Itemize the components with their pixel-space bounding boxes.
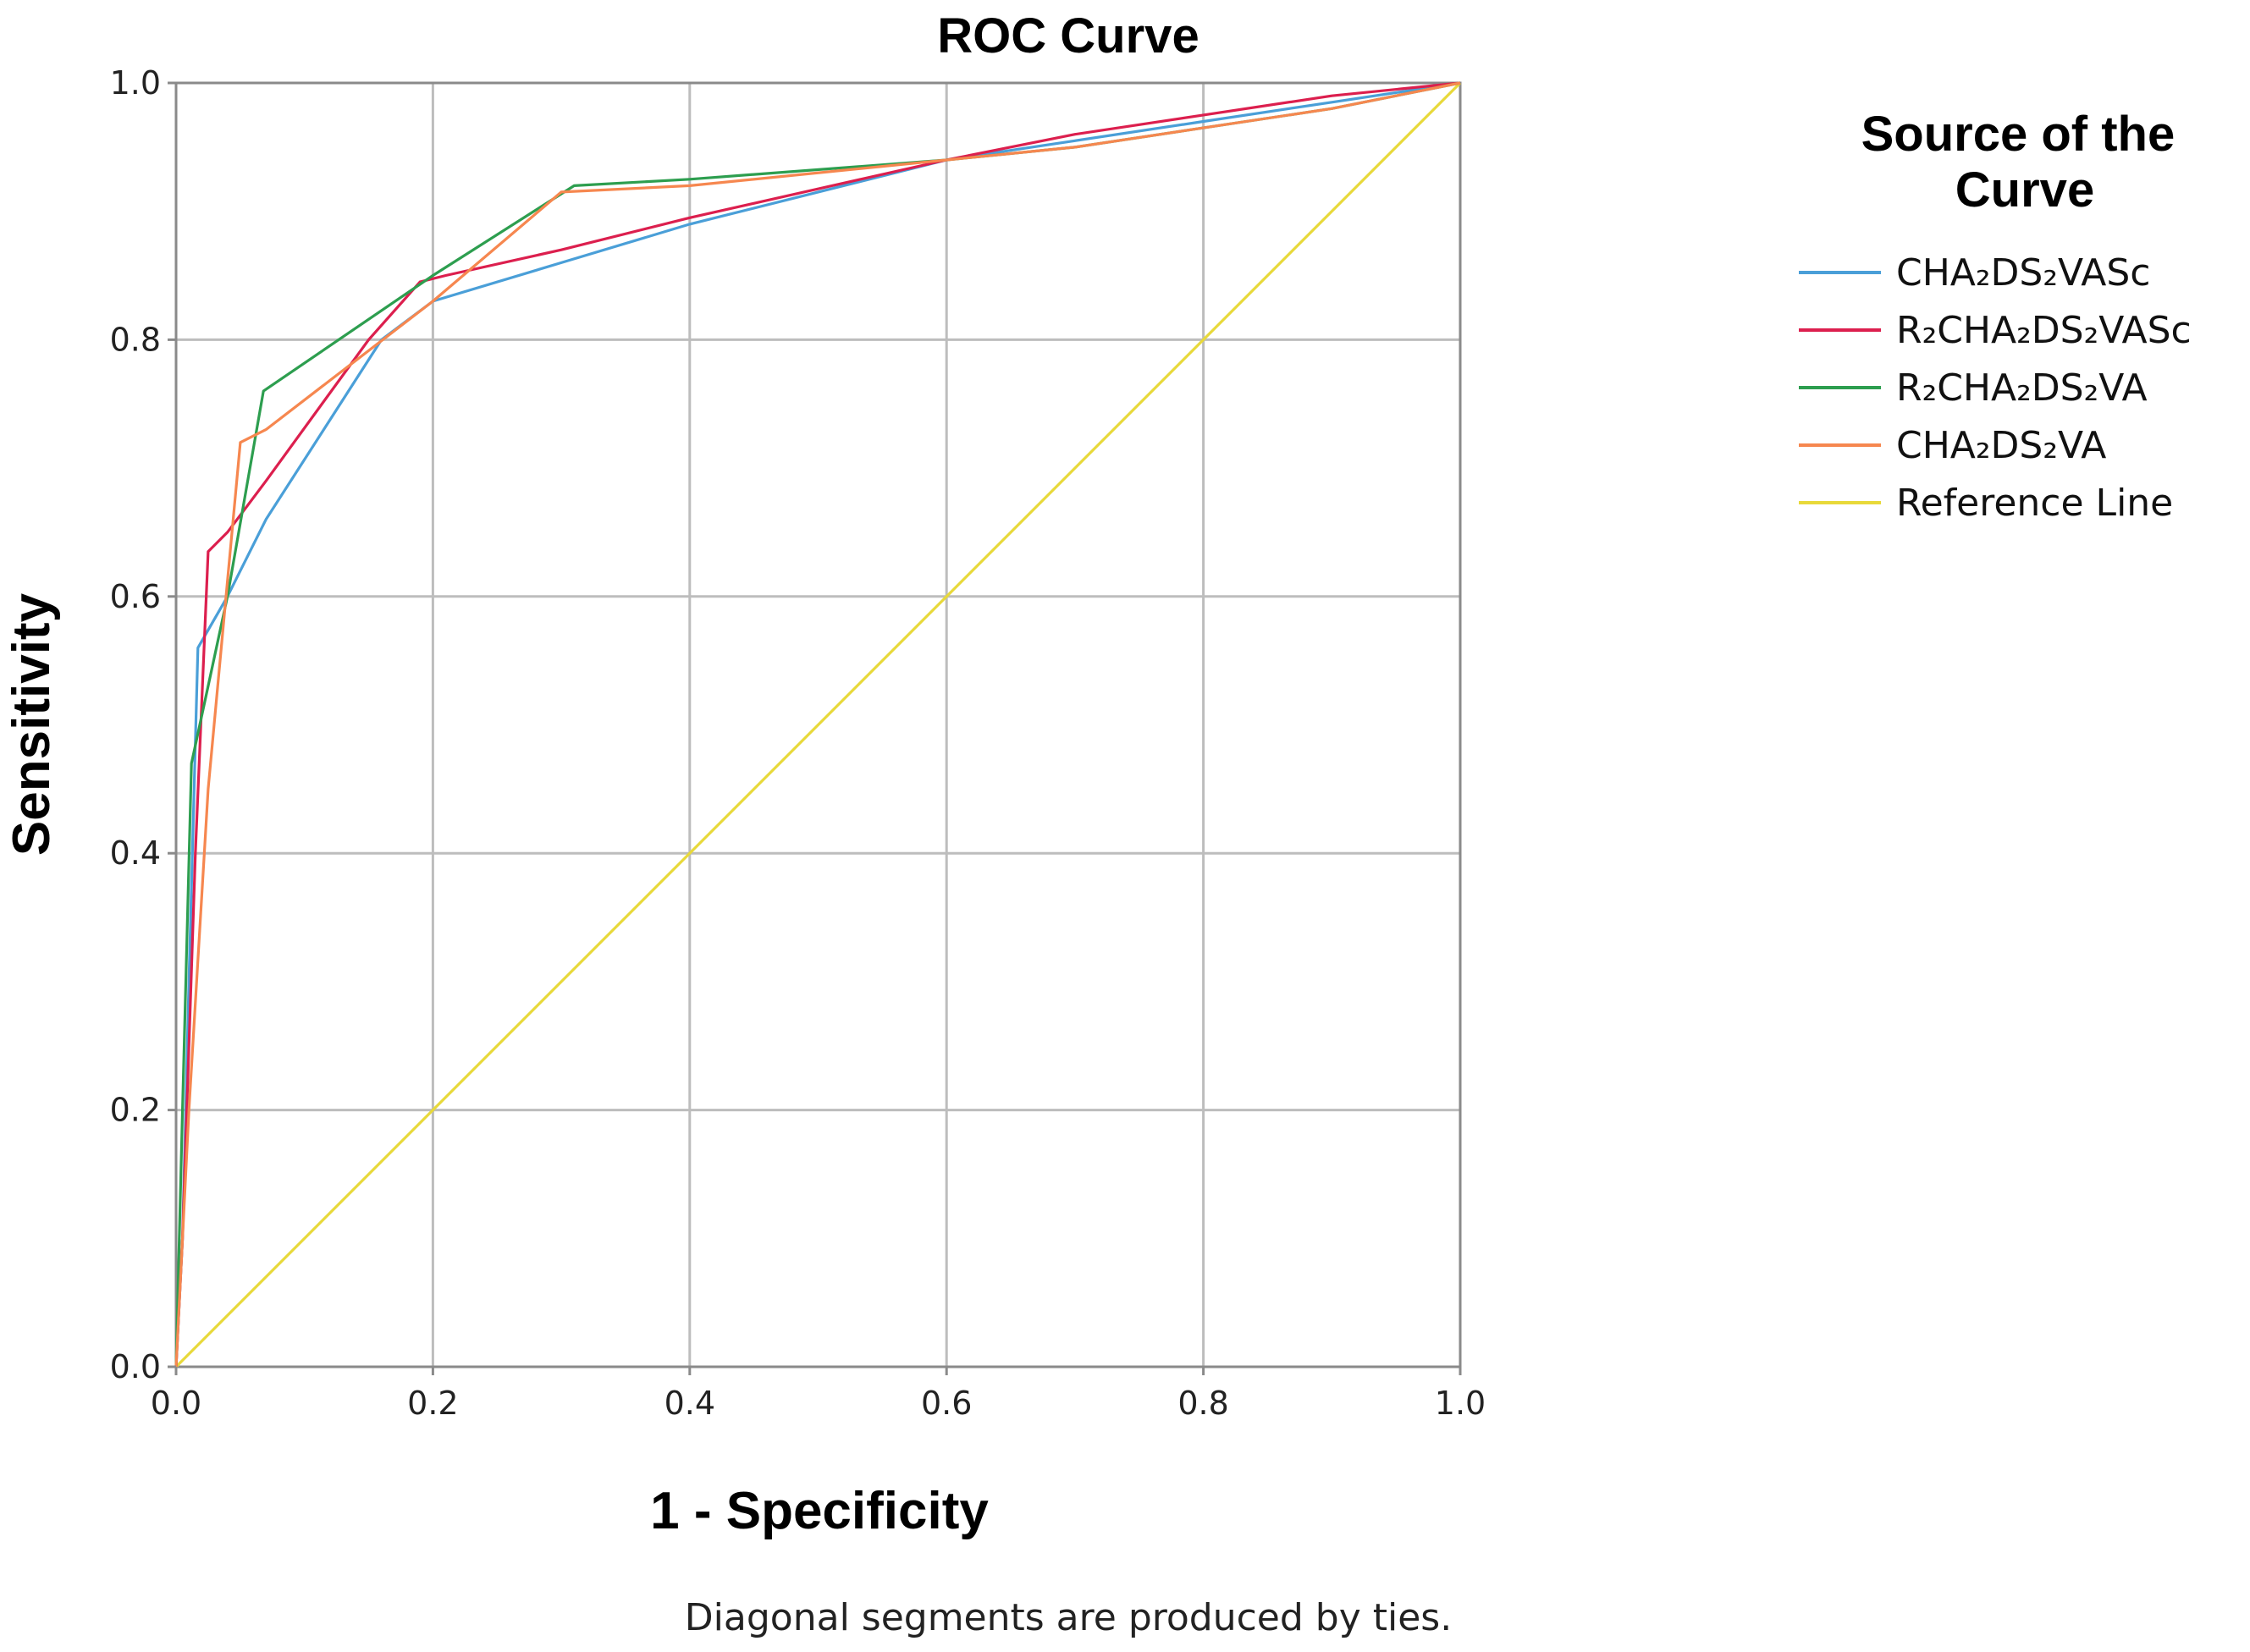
legend-title-line-2: Curve: [1955, 162, 2094, 218]
y-axis-title: Sensitivity: [3, 592, 61, 856]
series-line-r2cha2ds2vasc: [174, 81, 1461, 1368]
legend-label-reference-line: Reference Line: [1896, 482, 2173, 525]
x-tick-label-5: 1.0: [1435, 1385, 1486, 1422]
x-tick-label-0: 0.0: [151, 1385, 201, 1422]
y-tick-label-0: 0.0: [110, 1348, 161, 1385]
x-tick-label-4: 0.8: [1177, 1385, 1228, 1422]
x-axis-title: 1 - Specificity: [650, 1482, 989, 1540]
legend-label-cha2ds2va: CHA₂DS₂VA: [1896, 424, 2106, 467]
y-tick-label-5: 1.0: [110, 64, 161, 102]
series-line-reference-line: [174, 81, 1462, 1368]
legend: CHA₂DS₂VASc R₂CHA₂DS₂VASc R₂CHA₂DS₂VA CHA₂D…: [1799, 251, 2192, 525]
grid: [176, 83, 1460, 1367]
x-tick-label-3: 0.6: [921, 1385, 972, 1422]
y-tick-label-2: 0.4: [110, 834, 161, 872]
legend-label-r2cha2ds2vasc: R₂CHA₂DS₂VASc: [1896, 309, 2192, 352]
x-tick-label-1: 0.2: [407, 1385, 458, 1422]
x-tick-label-2: 0.4: [665, 1385, 715, 1422]
series-line-cha2ds2va: [174, 81, 1461, 1368]
legend-title: Source of the Curve: [1861, 107, 2189, 218]
footnote: Diagonal segments are produced by ties.: [685, 1596, 1452, 1639]
y-tick-label-4: 0.8: [110, 321, 161, 358]
series-lines: [174, 81, 1462, 1368]
y-tick-label-3: 0.6: [110, 578, 161, 615]
legend-label-cha2ds2vasc: CHA₂DS₂VASc: [1896, 251, 2151, 295]
legend-label-r2cha2ds2va: R₂CHA₂DS₂VA: [1896, 366, 2148, 410]
y-tick-label-1: 0.2: [110, 1092, 161, 1129]
chart-title: ROC Curve: [937, 8, 1199, 63]
legend-title-line-1: Source of the: [1861, 107, 2176, 162]
axis-ticks: 0.0 0.2 0.4 0.6 0.8 1.0 0.0 0.2 0.4 0.6 0.8 1.0: [110, 64, 1486, 1422]
plot-frame: [174, 81, 1462, 1368]
